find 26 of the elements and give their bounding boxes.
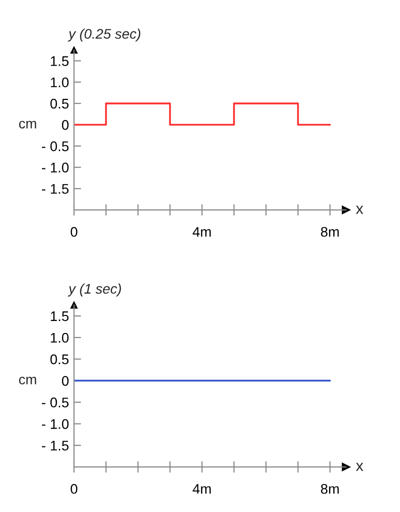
y-tick-label: - 0.5 [42, 141, 69, 152]
y-tick-label: 1.5 [50, 56, 69, 66]
x-tick-label: 8m [320, 226, 339, 237]
y-tick-label: - 0.5 [42, 398, 69, 408]
x-tick-label: 0 [70, 484, 78, 494]
chart-title: y (0.25 sec) [68, 28, 140, 42]
y-tick-label: 0.5 [50, 98, 69, 109]
x-tick-label: 0 [70, 226, 78, 237]
y-tick-label: - 1.0 [42, 162, 69, 172]
x-tick-label: 4m [192, 484, 211, 494]
y-tick-label: 1.0 [50, 77, 69, 88]
chart-title: y (1 sec) [68, 284, 121, 296]
y-tick-label: - 1.0 [42, 419, 69, 429]
y-tick-label: 1.0 [50, 332, 69, 343]
y-tick-label: - 1.5 [42, 184, 69, 194]
y-axis-title: cm [19, 120, 36, 128]
x-axis-title: x [356, 462, 364, 471]
y-axis-title: cm [19, 376, 36, 384]
y-tick-label: 0 [62, 376, 69, 386]
x-axis-title: x [356, 206, 364, 214]
x-tick-label: 4m [192, 227, 211, 237]
y-tick-label: 1.5 [50, 311, 69, 322]
y-tick-label: 0 [62, 120, 69, 130]
y-tick-label: 0.5 [50, 354, 69, 364]
x-tick-label: 8m [320, 484, 339, 494]
y-tick-label: - 1.5 [42, 440, 69, 451]
